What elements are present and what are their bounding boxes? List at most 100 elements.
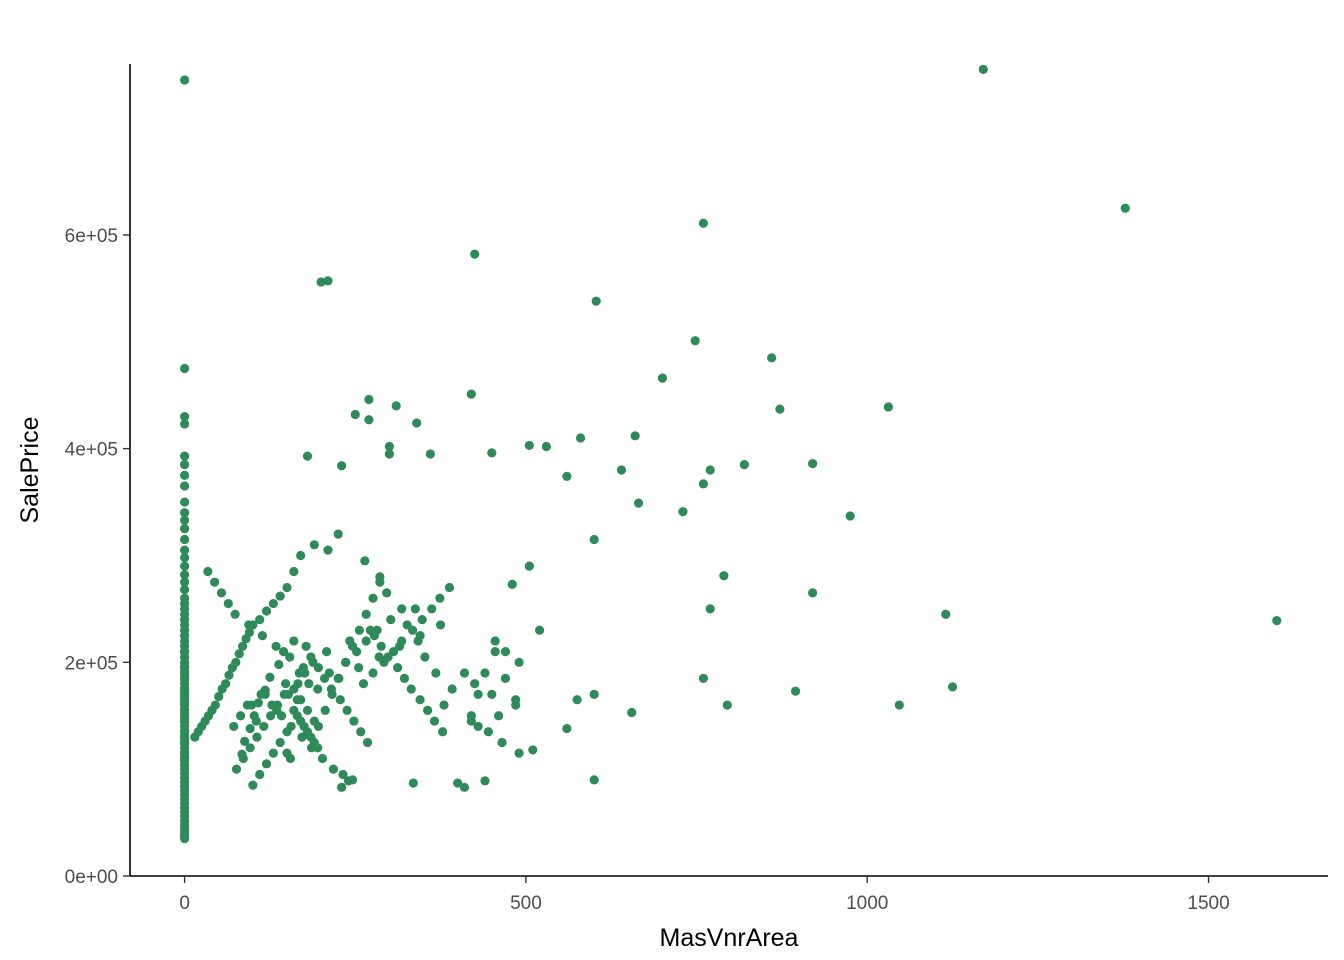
scatter-point	[337, 782, 347, 792]
scatter-point	[435, 620, 446, 630]
scatter-point	[275, 591, 285, 601]
scatter-point	[657, 373, 668, 383]
scatter-point	[335, 695, 345, 705]
scatter-point	[248, 780, 258, 790]
scatter-point	[324, 668, 334, 678]
scatter-point	[494, 711, 504, 721]
scatter-point	[261, 759, 272, 769]
scatter-point	[395, 641, 405, 651]
scatter-point	[459, 782, 470, 792]
scatter-point	[301, 641, 311, 651]
scatter-point	[384, 441, 394, 452]
scatter-point	[705, 604, 715, 614]
scatter-point	[420, 652, 430, 662]
scatter-point	[507, 579, 517, 589]
scatter-point	[252, 732, 262, 742]
scatter-point	[180, 577, 190, 587]
scatter-point	[589, 689, 599, 699]
scatter-point	[978, 64, 988, 74]
scatter-point	[439, 700, 449, 710]
scatter-point	[302, 705, 313, 715]
scatter-point	[328, 764, 339, 774]
scatter-point	[514, 748, 524, 758]
scatter-point	[274, 659, 284, 670]
scatter-point	[808, 458, 818, 469]
scatter-point	[327, 689, 337, 699]
scatter-point	[235, 711, 246, 721]
scatter-point	[260, 689, 270, 699]
scatter-point	[562, 723, 572, 734]
scatter-point	[180, 524, 190, 534]
scatter-point	[480, 776, 490, 786]
scatter-point	[375, 572, 385, 582]
scatter-point	[238, 641, 248, 651]
scatter-point	[180, 737, 190, 748]
scatter-point	[698, 673, 709, 683]
scatter-point	[227, 663, 237, 673]
scatter-point	[214, 691, 224, 702]
scatter-point	[180, 553, 190, 563]
scatter-point	[358, 679, 369, 689]
scatter-point	[180, 652, 190, 662]
scatter-point	[722, 700, 732, 710]
scatter-point	[941, 609, 951, 619]
scatter-point	[180, 716, 190, 726]
scatter-point	[408, 778, 418, 788]
scatter-point	[180, 534, 190, 545]
scatter-point	[180, 748, 190, 758]
scatter-point	[1120, 203, 1130, 213]
scatter-point	[180, 585, 190, 595]
scatter-point	[453, 778, 463, 788]
scatter-point	[500, 673, 511, 683]
scatter-point	[255, 614, 265, 625]
scatter-point	[180, 470, 190, 480]
scatter-point	[374, 652, 384, 662]
scatter-point	[245, 743, 255, 753]
scatter-point	[364, 394, 374, 405]
scatter-point	[231, 764, 242, 774]
scatter-point	[633, 498, 644, 508]
scatter-point	[364, 415, 374, 425]
scatter-point	[459, 668, 470, 678]
scatter-point	[190, 732, 200, 742]
scatter-point	[500, 647, 511, 657]
scatter-point	[361, 636, 371, 646]
scatter-point	[397, 604, 407, 614]
scatter-point	[337, 461, 347, 471]
scatter-point	[790, 686, 801, 696]
scatter-point	[347, 641, 358, 651]
scatter-point	[180, 363, 190, 374]
scatter-point	[278, 647, 289, 657]
scatter-point	[514, 657, 524, 667]
scatter-point	[180, 508, 190, 518]
scatter-point	[388, 647, 399, 657]
scatter-point	[589, 534, 599, 545]
scatter-point	[524, 561, 534, 571]
scatter-point	[180, 698, 190, 708]
scatter-point	[180, 673, 190, 683]
scatter-point	[217, 684, 227, 694]
scatter-point	[429, 716, 440, 726]
scatter-point	[410, 604, 420, 614]
scatter-point	[282, 727, 292, 737]
scatter-point	[257, 631, 268, 641]
scatter-point	[415, 695, 425, 705]
scatter-point	[423, 705, 433, 715]
scatter-point	[698, 218, 709, 228]
scatter-point	[210, 577, 220, 587]
scatter-point	[180, 561, 190, 571]
scatter-point	[244, 620, 254, 630]
scatter-point	[368, 668, 378, 678]
scatter-point	[447, 684, 457, 694]
scatter-point	[894, 700, 904, 710]
scatter-point	[466, 389, 476, 399]
scatter-point	[575, 433, 586, 443]
scatter-point	[342, 705, 352, 715]
scatter-point	[272, 700, 283, 710]
scatter-point	[271, 641, 281, 651]
scatter-point	[368, 593, 378, 603]
scatter-point	[334, 673, 344, 683]
scatter-point	[323, 276, 333, 286]
scatter-point	[279, 689, 289, 699]
scatter-point	[534, 625, 545, 635]
